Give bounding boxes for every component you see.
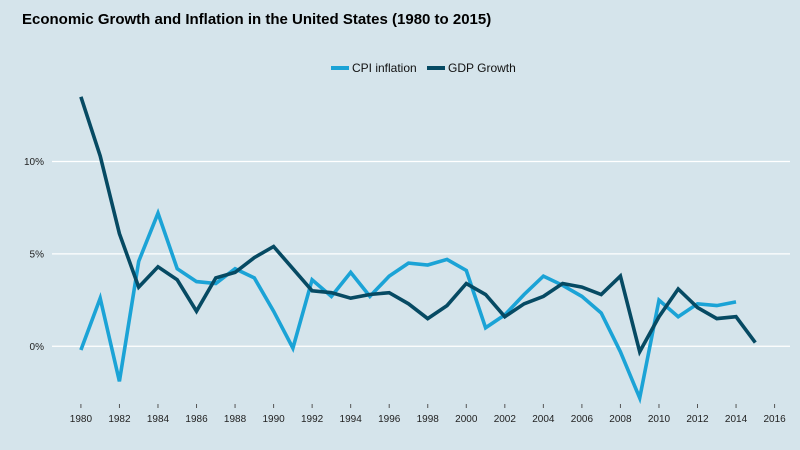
y-tick-label: 0% [30, 342, 45, 353]
x-axis: 1980 1982 1984 1986 1988 1990 1992 1994 1996 1998… [70, 404, 786, 425]
y-tick-labels: 0% 5% 10% [24, 157, 44, 353]
x-tick-label: 2010 [648, 414, 671, 425]
x-tick-label: 1980 [70, 414, 93, 425]
legend-label-gdp-growth: GDP Growth [448, 61, 516, 75]
x-tick-label: 2000 [455, 414, 478, 425]
x-tick-label: 1982 [108, 414, 131, 425]
x-tick-label: 1992 [301, 414, 324, 425]
x-tick-label: 2004 [532, 414, 555, 425]
x-tick-label: 1984 [147, 414, 170, 425]
x-tick-label: 1990 [262, 414, 285, 425]
x-tick-label: 1996 [378, 414, 401, 425]
series-line-gdp-growth [79, 96, 757, 357]
x-tick-label: 2006 [571, 414, 594, 425]
x-tick-label: 1986 [185, 414, 208, 425]
x-tick-label: 2012 [686, 414, 709, 425]
chart-title: Economic Growth and Inflation in the Uni… [22, 11, 491, 28]
x-tick-label: 2008 [609, 414, 632, 425]
legend-label-cpi-inflation: CPI inflation [352, 61, 417, 75]
x-tick-label: 1988 [224, 414, 247, 425]
x-tick-label: 2016 [763, 414, 786, 425]
y-tick-label: 10% [24, 157, 44, 168]
x-tick-label: 2014 [725, 414, 748, 425]
series-layer [79, 96, 757, 405]
x-tick-label: 2002 [494, 414, 517, 425]
legend: CPI inflation GDP Growth [331, 61, 516, 75]
series-line-cpi-inflation [79, 208, 737, 405]
y-tick-label: 5% [30, 249, 45, 260]
x-tick-label: 1994 [340, 414, 363, 425]
x-tick-label: 1998 [417, 414, 440, 425]
grid-layer [52, 160, 790, 347]
